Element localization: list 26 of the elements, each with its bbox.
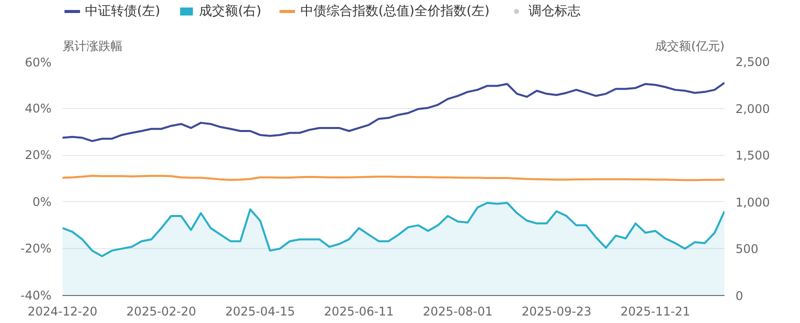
y-tick-label: 20% [24, 148, 52, 162]
y2-tick-label: 1,500 [736, 148, 770, 163]
legend-label: 调仓标志 [528, 3, 581, 20]
x-tick-label: 2025-09-23 [522, 304, 592, 318]
x-tick-label: 2025-02-20 [126, 304, 196, 318]
y-tick-label: -40% [20, 288, 52, 302]
line-series [62, 82, 724, 142]
legend-label: 中证转债(左) [85, 3, 160, 20]
x-tick-label: 2025-06-11 [324, 304, 394, 318]
x-tick-label: 2025-11-21 [620, 304, 690, 318]
x-tick-label: 2025-08-01 [422, 304, 493, 318]
legend-label: 成交额(右) [199, 3, 262, 20]
y-tick-label: 60% [24, 56, 52, 70]
y2-tick-label: 0 [736, 289, 744, 303]
y2-tick-label: 1,000 [736, 195, 770, 210]
x-tick-label: 2024-12-20 [28, 304, 98, 318]
y2-tick-label: 500 [736, 242, 758, 256]
y-tick-label: 0% [32, 194, 52, 209]
y-tick-label: -20% [20, 242, 52, 256]
x-tick-label: 2025-04-15 [225, 304, 295, 318]
y2-tick-label: 2,500 [736, 55, 770, 69]
y2-tick-label: 2,000 [736, 102, 770, 116]
y-tick-label: 40% [24, 101, 52, 116]
legend-label: 中债综合指数(总值)全价指数(左) [300, 3, 490, 20]
y-axis-title: 累计涨跌幅 [62, 38, 122, 53]
y2-axis-title: 成交额(亿元) [655, 38, 725, 53]
